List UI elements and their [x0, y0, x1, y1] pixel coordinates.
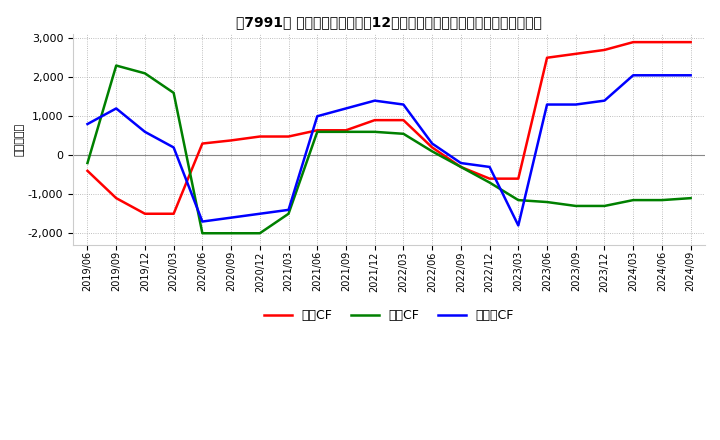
- 投資CF: [686, 195, 695, 201]
- フリーCF: [456, 161, 465, 166]
- 投資CF: [370, 129, 379, 135]
- 営業CF: [456, 164, 465, 169]
- 投資CF: [313, 129, 322, 135]
- 営業CF: [543, 55, 552, 60]
- 営業CF: [514, 176, 523, 181]
- 投資CF: [543, 199, 552, 205]
- フリーCF: [543, 102, 552, 107]
- フリーCF: [313, 114, 322, 119]
- 営業CF: [370, 117, 379, 123]
- 投資CF: [256, 231, 264, 236]
- フリーCF: [198, 219, 207, 224]
- フリーCF: [284, 207, 293, 213]
- 営業CF: [686, 40, 695, 45]
- 営業CF: [485, 176, 494, 181]
- 投資CF: [84, 161, 92, 166]
- フリーCF: [140, 129, 149, 135]
- 投資CF: [169, 90, 178, 95]
- フリーCF: [485, 164, 494, 169]
- フリーCF: [514, 223, 523, 228]
- Legend: 営業CF, 投資CF, フリーCF: 営業CF, 投資CF, フリーCF: [259, 304, 519, 327]
- 営業CF: [428, 145, 436, 150]
- 投資CF: [227, 231, 235, 236]
- フリーCF: [112, 106, 120, 111]
- 営業CF: [169, 211, 178, 216]
- 営業CF: [84, 168, 92, 173]
- フリーCF: [342, 106, 351, 111]
- 投資CF: [600, 203, 609, 209]
- 営業CF: [284, 134, 293, 139]
- 投資CF: [198, 231, 207, 236]
- 営業CF: [399, 117, 408, 123]
- フリーCF: [370, 98, 379, 103]
- 営業CF: [112, 195, 120, 201]
- 営業CF: [227, 138, 235, 143]
- Line: フリーCF: フリーCF: [88, 75, 690, 225]
- 投資CF: [572, 203, 580, 209]
- フリーCF: [169, 145, 178, 150]
- 投資CF: [428, 149, 436, 154]
- 営業CF: [140, 211, 149, 216]
- Line: 投資CF: 投資CF: [88, 66, 690, 233]
- フリーCF: [428, 141, 436, 146]
- 営業CF: [256, 134, 264, 139]
- フリーCF: [84, 121, 92, 127]
- 営業CF: [342, 128, 351, 133]
- Title: 、7991、 キャッシュフローの12か月移動合計の対前年同期増減額の推移: 、7991、 キャッシュフローの12か月移動合計の対前年同期増減額の推移: [236, 15, 542, 29]
- フリーCF: [399, 102, 408, 107]
- 投資CF: [284, 211, 293, 216]
- 営業CF: [313, 128, 322, 133]
- 投資CF: [485, 180, 494, 185]
- フリーCF: [657, 73, 666, 78]
- 投資CF: [399, 131, 408, 136]
- 営業CF: [572, 51, 580, 56]
- 投資CF: [112, 63, 120, 68]
- Y-axis label: （百万円）: （百万円）: [15, 123, 25, 156]
- フリーCF: [227, 215, 235, 220]
- フリーCF: [686, 73, 695, 78]
- 投資CF: [629, 198, 637, 203]
- 投資CF: [657, 198, 666, 203]
- フリーCF: [600, 98, 609, 103]
- 営業CF: [600, 47, 609, 52]
- 営業CF: [657, 40, 666, 45]
- 投資CF: [342, 129, 351, 135]
- 投資CF: [456, 164, 465, 169]
- フリーCF: [629, 73, 637, 78]
- 営業CF: [198, 141, 207, 146]
- フリーCF: [256, 211, 264, 216]
- フリーCF: [572, 102, 580, 107]
- 投資CF: [514, 198, 523, 203]
- 営業CF: [629, 40, 637, 45]
- 投資CF: [140, 71, 149, 76]
- Line: 営業CF: 営業CF: [88, 42, 690, 214]
